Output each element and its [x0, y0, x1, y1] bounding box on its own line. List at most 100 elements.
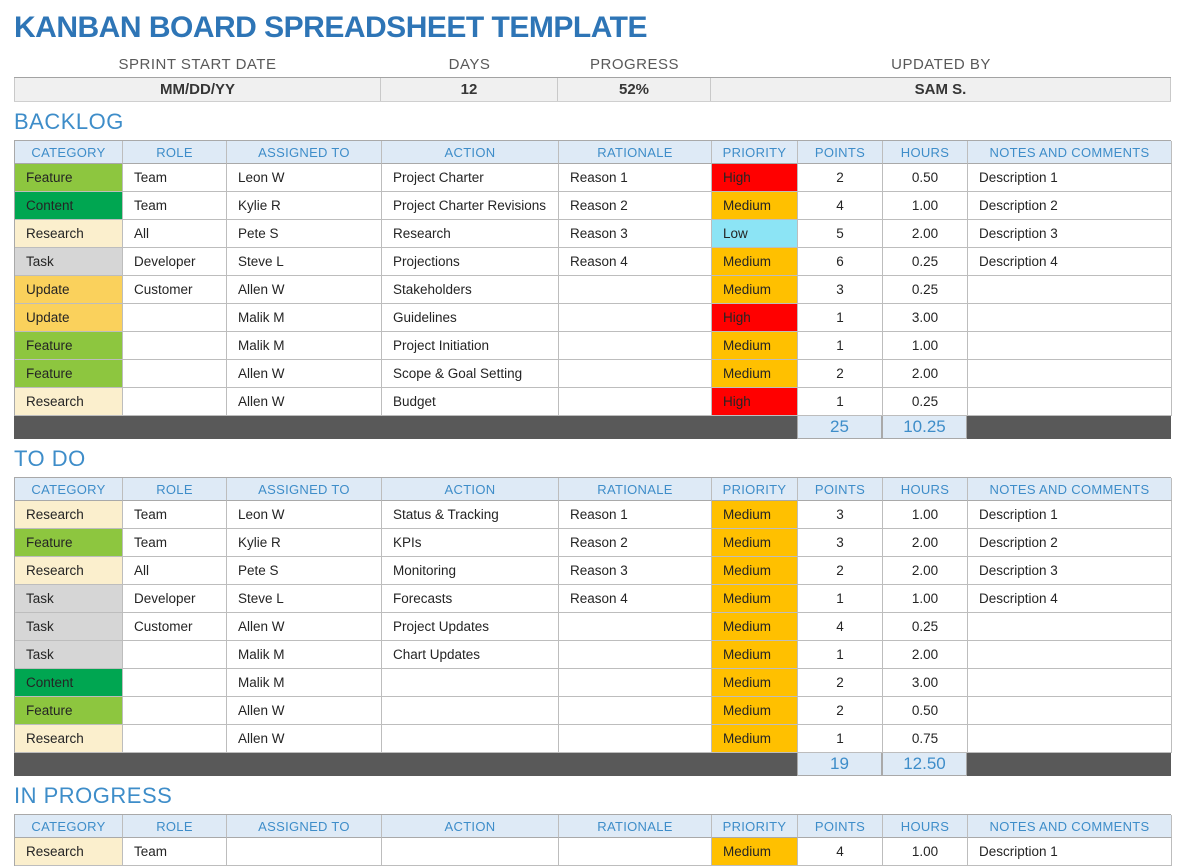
- info-value-progress[interactable]: 52%: [558, 78, 711, 101]
- cell-rationale[interactable]: [559, 388, 712, 416]
- cell-action[interactable]: Chart Updates: [382, 641, 559, 669]
- cell-priority[interactable]: High: [712, 388, 798, 416]
- cell-notes[interactable]: [968, 388, 1172, 416]
- cell-hours[interactable]: 1.00: [883, 501, 968, 529]
- cell-action[interactable]: [382, 838, 559, 866]
- cell-category[interactable]: Research: [15, 838, 123, 866]
- cell-notes[interactable]: Description 2: [968, 192, 1172, 220]
- cell-role[interactable]: [123, 332, 227, 360]
- cell-notes[interactable]: Description 1: [968, 164, 1172, 192]
- cell-hours[interactable]: 3.00: [883, 304, 968, 332]
- cell-rationale[interactable]: [559, 641, 712, 669]
- cell-assigned-to[interactable]: Kylie R: [227, 192, 382, 220]
- cell-action[interactable]: KPIs: [382, 529, 559, 557]
- cell-points[interactable]: 2: [798, 669, 883, 697]
- cell-action[interactable]: Guidelines: [382, 304, 559, 332]
- cell-role[interactable]: Team: [123, 501, 227, 529]
- cell-priority[interactable]: Medium: [712, 697, 798, 725]
- cell-hours[interactable]: 0.25: [883, 276, 968, 304]
- cell-rationale[interactable]: [559, 613, 712, 641]
- cell-role[interactable]: Developer: [123, 248, 227, 276]
- cell-points[interactable]: 1: [798, 388, 883, 416]
- cell-action[interactable]: Monitoring: [382, 557, 559, 585]
- cell-rationale[interactable]: Reason 2: [559, 529, 712, 557]
- cell-priority[interactable]: Medium: [712, 725, 798, 753]
- cell-category[interactable]: Research: [15, 220, 123, 248]
- cell-notes[interactable]: [968, 697, 1172, 725]
- cell-role[interactable]: Developer: [123, 585, 227, 613]
- cell-role[interactable]: Team: [123, 529, 227, 557]
- cell-priority[interactable]: Medium: [712, 669, 798, 697]
- cell-role[interactable]: [123, 360, 227, 388]
- cell-notes[interactable]: [968, 304, 1172, 332]
- cell-priority[interactable]: Medium: [712, 529, 798, 557]
- cell-hours[interactable]: 0.25: [883, 248, 968, 276]
- cell-priority[interactable]: Medium: [712, 613, 798, 641]
- cell-action[interactable]: [382, 669, 559, 697]
- cell-action[interactable]: Scope & Goal Setting: [382, 360, 559, 388]
- cell-points[interactable]: 6: [798, 248, 883, 276]
- cell-hours[interactable]: 2.00: [883, 557, 968, 585]
- cell-category[interactable]: Task: [15, 613, 123, 641]
- cell-category[interactable]: Feature: [15, 332, 123, 360]
- cell-role[interactable]: [123, 388, 227, 416]
- cell-priority[interactable]: Medium: [712, 585, 798, 613]
- cell-hours[interactable]: 1.00: [883, 192, 968, 220]
- cell-notes[interactable]: Description 2: [968, 529, 1172, 557]
- cell-points[interactable]: 3: [798, 501, 883, 529]
- cell-action[interactable]: Project Charter Revisions: [382, 192, 559, 220]
- cell-points[interactable]: 1: [798, 725, 883, 753]
- cell-category[interactable]: Research: [15, 557, 123, 585]
- cell-notes[interactable]: Description 3: [968, 557, 1172, 585]
- cell-category[interactable]: Feature: [15, 164, 123, 192]
- cell-assigned-to[interactable]: Malik M: [227, 332, 382, 360]
- cell-category[interactable]: Update: [15, 276, 123, 304]
- cell-points[interactable]: 2: [798, 360, 883, 388]
- cell-rationale[interactable]: Reason 4: [559, 248, 712, 276]
- info-value-sprint-start-date[interactable]: MM/DD/YY: [14, 78, 381, 101]
- cell-rationale[interactable]: [559, 276, 712, 304]
- cell-priority[interactable]: Medium: [712, 276, 798, 304]
- cell-rationale[interactable]: Reason 3: [559, 557, 712, 585]
- cell-rationale[interactable]: [559, 725, 712, 753]
- cell-rationale[interactable]: Reason 4: [559, 585, 712, 613]
- cell-points[interactable]: 4: [798, 192, 883, 220]
- cell-rationale[interactable]: [559, 332, 712, 360]
- cell-points[interactable]: 1: [798, 585, 883, 613]
- cell-category[interactable]: Content: [15, 669, 123, 697]
- cell-assigned-to[interactable]: Steve L: [227, 585, 382, 613]
- cell-assigned-to[interactable]: Malik M: [227, 641, 382, 669]
- cell-hours[interactable]: 0.25: [883, 388, 968, 416]
- cell-notes[interactable]: [968, 276, 1172, 304]
- cell-assigned-to[interactable]: Allen W: [227, 697, 382, 725]
- cell-notes[interactable]: Description 3: [968, 220, 1172, 248]
- cell-notes[interactable]: Description 4: [968, 248, 1172, 276]
- cell-priority[interactable]: Medium: [712, 192, 798, 220]
- cell-action[interactable]: [382, 697, 559, 725]
- cell-rationale[interactable]: Reason 3: [559, 220, 712, 248]
- cell-rationale[interactable]: Reason 1: [559, 501, 712, 529]
- cell-category[interactable]: Research: [15, 501, 123, 529]
- cell-priority[interactable]: High: [712, 304, 798, 332]
- cell-assigned-to[interactable]: Allen W: [227, 360, 382, 388]
- cell-action[interactable]: Projections: [382, 248, 559, 276]
- cell-category[interactable]: Research: [15, 725, 123, 753]
- cell-priority[interactable]: High: [712, 164, 798, 192]
- cell-points[interactable]: 1: [798, 641, 883, 669]
- cell-hours[interactable]: 0.50: [883, 164, 968, 192]
- cell-assigned-to[interactable]: Allen W: [227, 388, 382, 416]
- cell-category[interactable]: Feature: [15, 360, 123, 388]
- totals-hours[interactable]: 10.25: [882, 416, 967, 439]
- cell-priority[interactable]: Medium: [712, 838, 798, 866]
- cell-points[interactable]: 4: [798, 613, 883, 641]
- cell-role[interactable]: Customer: [123, 276, 227, 304]
- cell-rationale[interactable]: [559, 360, 712, 388]
- cell-notes[interactable]: [968, 613, 1172, 641]
- cell-assigned-to[interactable]: Steve L: [227, 248, 382, 276]
- cell-assigned-to[interactable]: Allen W: [227, 725, 382, 753]
- cell-rationale[interactable]: [559, 304, 712, 332]
- cell-assigned-to[interactable]: [227, 838, 382, 866]
- cell-notes[interactable]: [968, 725, 1172, 753]
- cell-assigned-to[interactable]: Allen W: [227, 276, 382, 304]
- cell-assigned-to[interactable]: Allen W: [227, 613, 382, 641]
